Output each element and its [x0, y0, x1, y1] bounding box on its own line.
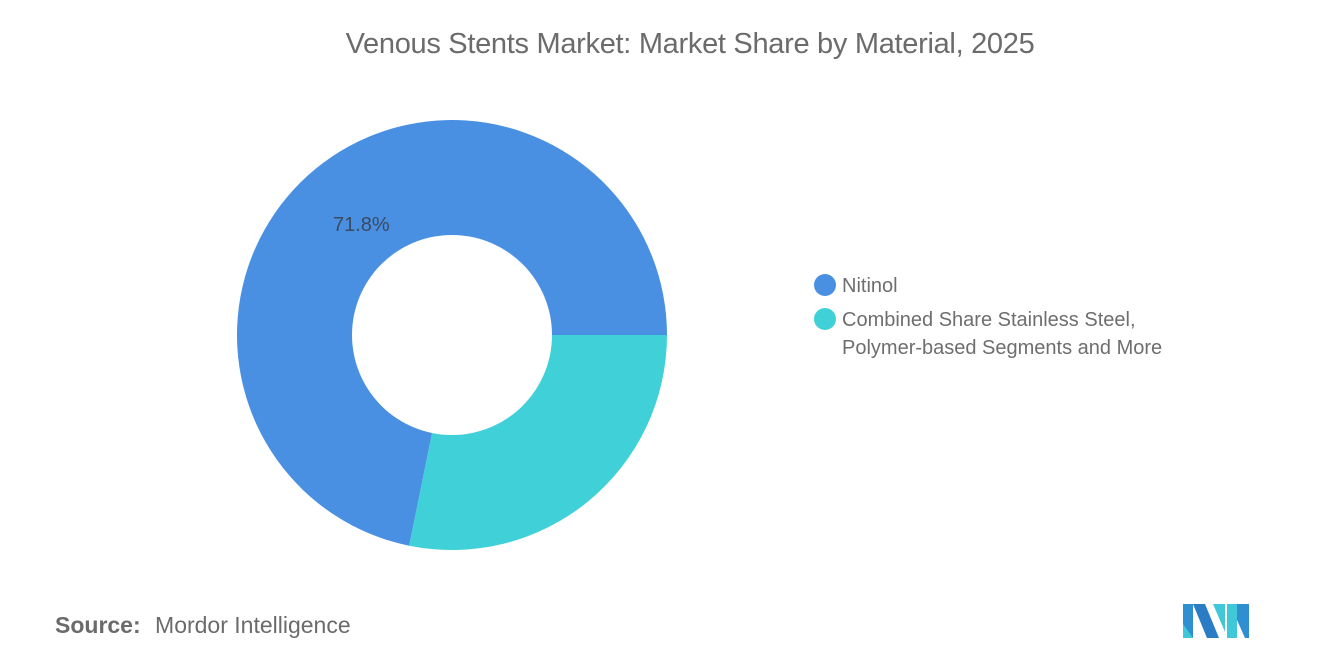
legend: Nitinol Combined Share Stainless Steel, …	[814, 272, 1202, 368]
legend-swatch-icon	[814, 274, 836, 296]
legend-swatch-icon	[814, 308, 836, 330]
legend-label: Combined Share Stainless Steel, Polymer-…	[842, 309, 1163, 359]
data-label-nitinol: 71.8%	[333, 214, 390, 236]
source-value: Mordor Intelligence	[155, 612, 351, 638]
mordor-logo-icon	[1183, 604, 1249, 638]
legend-label: Nitinol	[842, 275, 898, 297]
legend-item-others[interactable]: Combined Share Stainless Steel, Polymer-…	[814, 306, 1202, 362]
legend-item-nitinol[interactable]: Nitinol	[814, 272, 1202, 300]
chart-title: Venous Stents Market: Market Share by Ma…	[345, 28, 1035, 60]
source-label: Source:	[55, 612, 141, 638]
source-note: Source: Mordor Intelligence	[55, 612, 351, 639]
donut-hole	[352, 235, 552, 435]
